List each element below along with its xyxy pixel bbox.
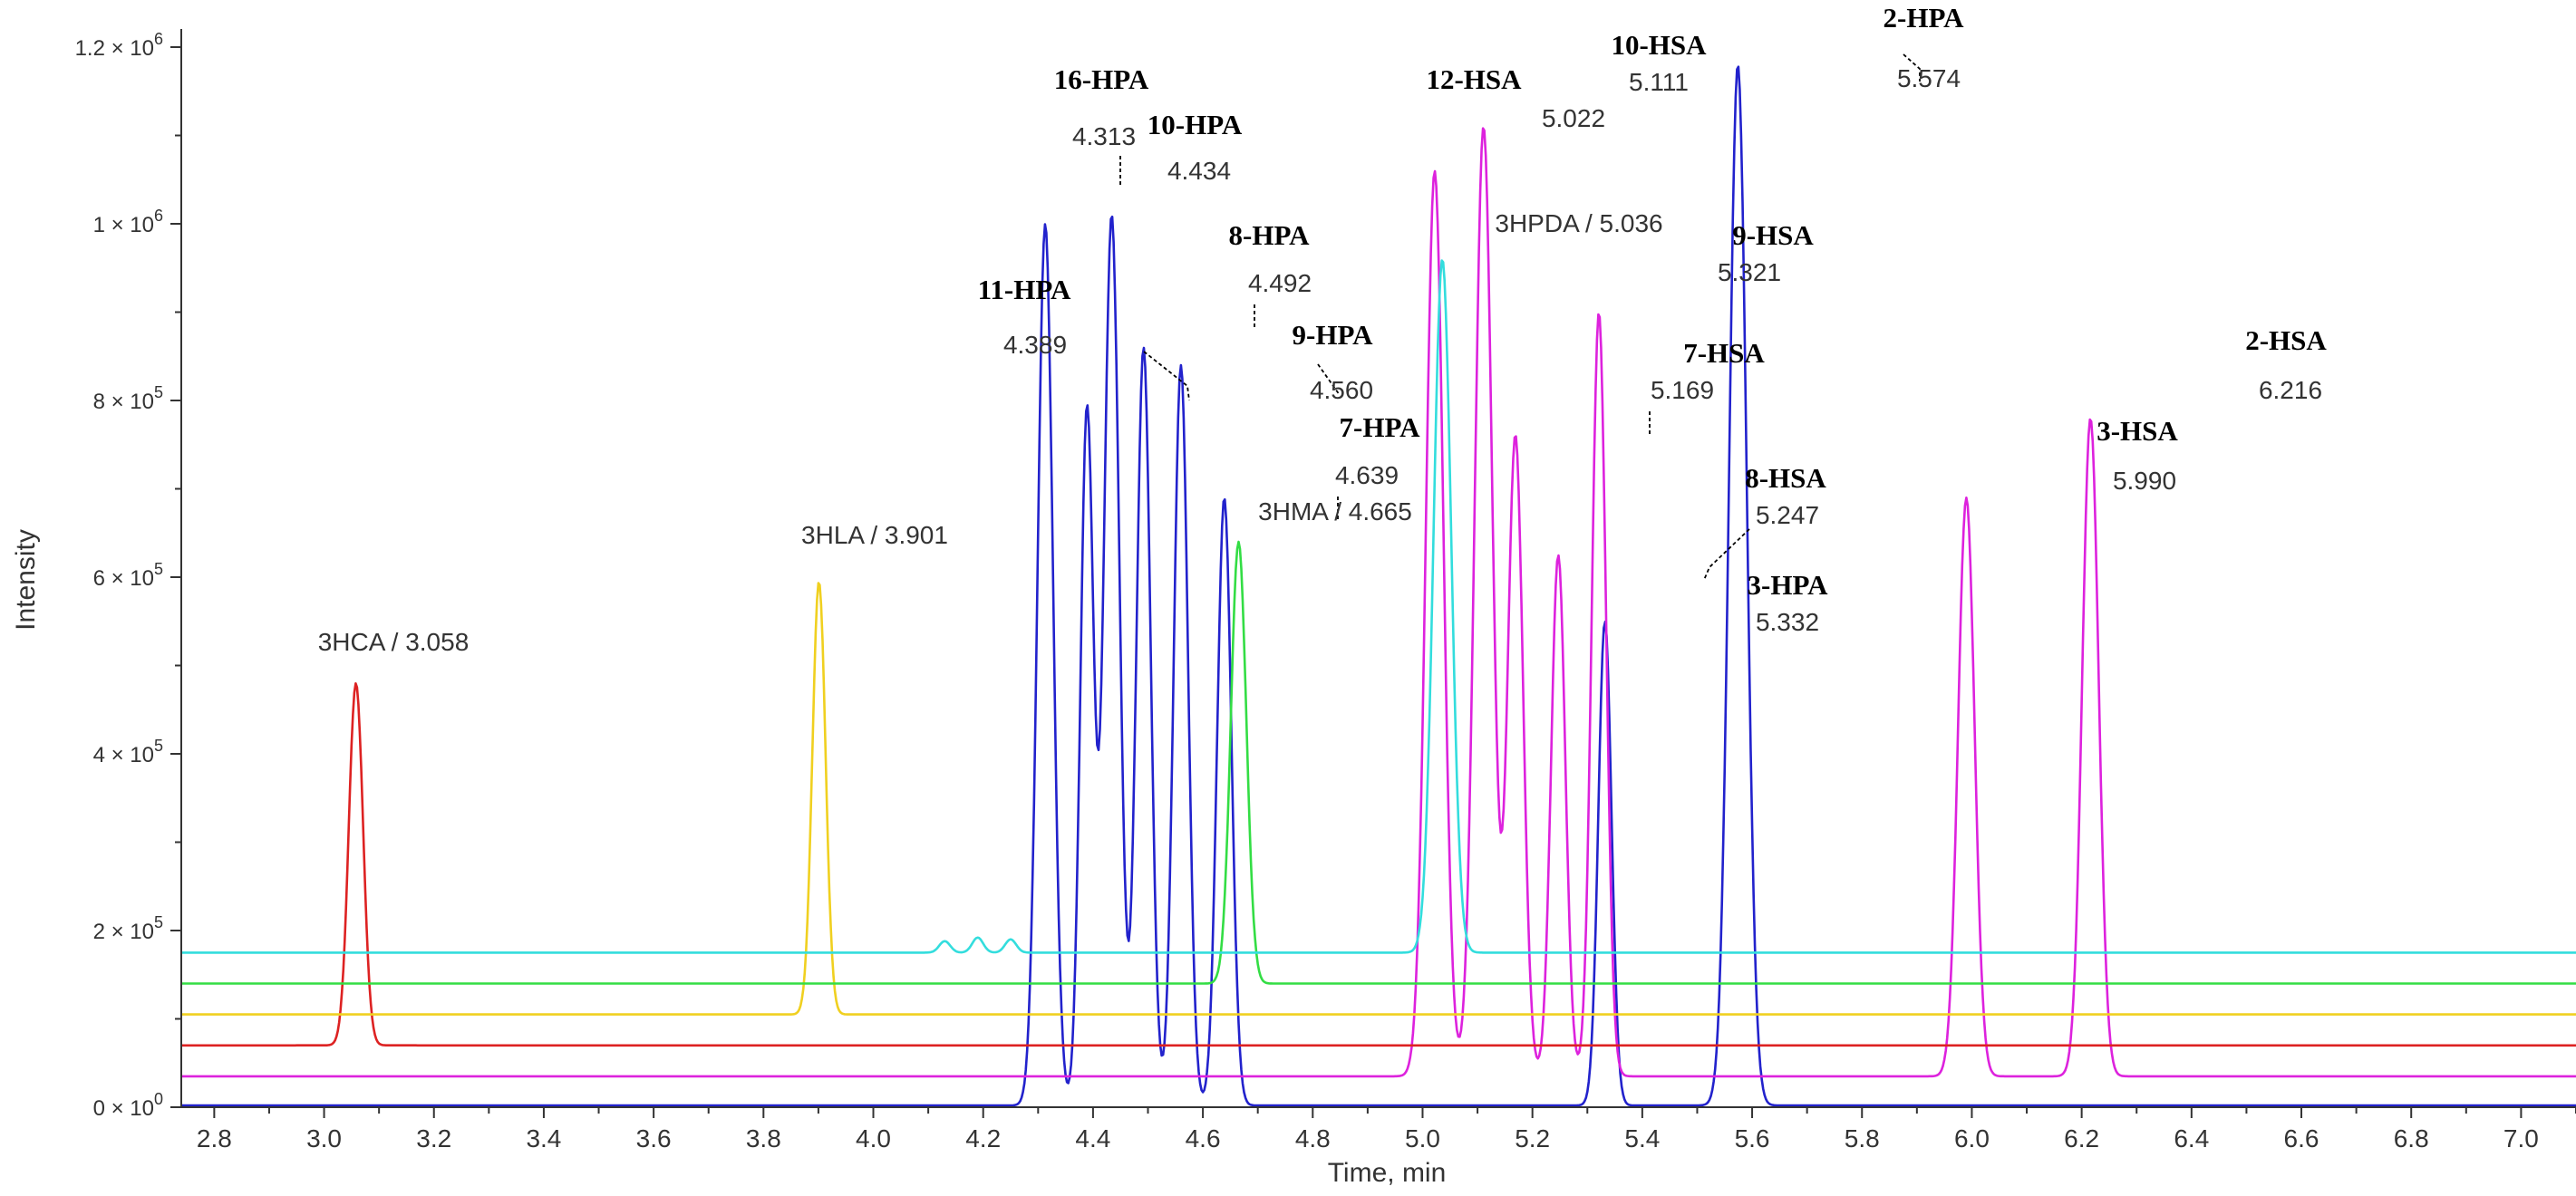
label-8hpa-rt: 4.492 xyxy=(1248,269,1312,297)
label-2hpa-rt: 5.574 xyxy=(1897,64,1961,92)
x-tick-label: 4.0 xyxy=(856,1124,891,1153)
series-layer xyxy=(181,65,2576,1107)
x-tick-label: 6.6 xyxy=(2284,1124,2319,1153)
label-2hpa-name: 2-HPA xyxy=(1884,2,1965,34)
x-tick-label: 3.0 xyxy=(306,1124,342,1153)
axes-layer: 2.8 3.0 3.2 3.4 3.6 3.8 4.0 4.2 4.4 4.6 4.8 5.0 5.2 5… xyxy=(75,29,2576,1153)
x-tick-label: 3.4 xyxy=(526,1124,561,1153)
label-7hpa-rt: 4.639 xyxy=(1335,461,1399,489)
label-9hpa-rt: 4.560 xyxy=(1310,376,1373,404)
label-10hpa-rt: 4.434 xyxy=(1167,157,1231,185)
series-magenta xyxy=(181,127,2576,1078)
label-9hpa-name: 9-HPA xyxy=(1293,319,1374,351)
x-tick-label: 3.6 xyxy=(636,1124,672,1153)
y-tick-label: 2 × 105 xyxy=(93,913,163,944)
x-tick-label: 5.8 xyxy=(1845,1124,1880,1153)
x-tick-label: 6.0 xyxy=(1954,1124,1990,1153)
leader-lines xyxy=(1119,53,1921,581)
x-tick-label: 5.2 xyxy=(1515,1124,1550,1153)
y-tick-label: 8 × 105 xyxy=(93,383,163,414)
label-16hpa-rt: 4.313 xyxy=(1072,122,1136,150)
y-tick-label: 1 × 106 xyxy=(93,207,163,237)
series-red xyxy=(181,681,2576,1047)
label-3hpda: 3HPDA / 5.036 xyxy=(1495,209,1662,237)
label-3hsa-rt: 5.990 xyxy=(2113,467,2176,495)
x-tick-label: 4.2 xyxy=(965,1124,1001,1153)
x-tick-label: 5.0 xyxy=(1405,1124,1440,1153)
series-blue xyxy=(181,65,2576,1107)
y-tick-label: 6 × 105 xyxy=(93,560,163,591)
label-3hpa-rt: 5.332 xyxy=(1756,608,1819,636)
x-tick-label: 6.4 xyxy=(2174,1124,2209,1153)
leader-line xyxy=(1143,351,1190,401)
x-tick-label: 2.8 xyxy=(197,1124,232,1153)
label-8hpa-name: 8-HPA xyxy=(1229,219,1311,251)
series-yellow xyxy=(181,582,2576,1016)
label-3hpa-name: 3-HPA xyxy=(1748,569,1829,601)
y-tick-label: 4 × 105 xyxy=(93,737,163,767)
series-green xyxy=(181,540,2576,985)
x-tick-label: 4.8 xyxy=(1295,1124,1331,1153)
label-12hsa-name: 12-HSA xyxy=(1426,63,1522,95)
x-tick-label: 5.6 xyxy=(1735,1124,1770,1153)
label-11hpa-name: 11-HPA xyxy=(978,274,1071,305)
label-2hsa-name: 2-HSA xyxy=(2245,324,2327,356)
label-3hsa-name: 3-HSA xyxy=(2097,415,2178,447)
leader-line xyxy=(1703,528,1750,581)
x-tick-label: 6.8 xyxy=(2394,1124,2429,1153)
label-8hsa-rt: 5.247 xyxy=(1756,501,1819,529)
x-tick-label: 3.8 xyxy=(746,1124,781,1153)
label-10hsa-rt: 5.111 xyxy=(1629,68,1689,96)
x-tick-label: 3.2 xyxy=(416,1124,451,1153)
y-tick-label: 0 × 100 xyxy=(93,1090,163,1121)
x-tick-label: 7.0 xyxy=(2503,1124,2539,1153)
y-axis-title: Intensity xyxy=(11,529,41,631)
x-tick-label: 4.6 xyxy=(1186,1124,1221,1153)
peak-labels: 3HCA / 3.058 3HLA / 3.901 16-HPA 4.313 10-HP… xyxy=(318,2,2328,656)
label-3hma: 3HMA / 4.665 xyxy=(1258,497,1412,526)
x-tick-label: 4.4 xyxy=(1075,1124,1110,1153)
label-3hca: 3HCA / 3.058 xyxy=(318,628,470,656)
label-12hsa-rt: 5.022 xyxy=(1542,104,1605,132)
label-7hsa-rt: 5.169 xyxy=(1651,376,1714,404)
label-3hla: 3HLA / 3.901 xyxy=(801,521,948,549)
y-tick-label: 1.2 × 106 xyxy=(75,30,163,61)
label-7hsa-name: 7-HSA xyxy=(1683,337,1765,369)
label-2hsa-rt: 6.216 xyxy=(2259,376,2322,404)
x-axis-title: Time, min xyxy=(1328,1158,1447,1188)
label-9hsa-name: 9-HSA xyxy=(1732,219,1814,251)
label-10hsa-name: 10-HSA xyxy=(1611,29,1707,61)
leader-line xyxy=(1903,53,1921,82)
label-7hpa-name: 7-HPA xyxy=(1340,411,1421,443)
label-11hpa-rt: 4.389 xyxy=(1003,331,1067,359)
label-9hsa-rt: 5.321 xyxy=(1718,258,1781,286)
series-cyan xyxy=(181,259,2576,954)
label-16hpa-name: 16-HPA xyxy=(1054,63,1149,95)
x-tick-label: 6.2 xyxy=(2064,1124,2099,1153)
x-tick-label: 5.4 xyxy=(1624,1124,1660,1153)
label-10hpa-name: 10-HPA xyxy=(1148,109,1243,140)
label-8hsa-name: 8-HSA xyxy=(1745,462,1826,494)
